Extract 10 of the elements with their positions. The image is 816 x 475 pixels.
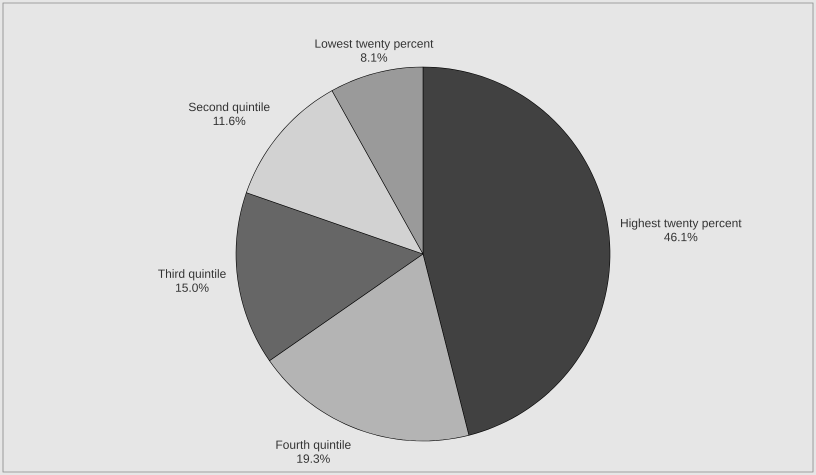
data-label: 8.1%	[360, 53, 388, 62]
slice-label: Third quintile	[158, 269, 226, 280]
data-label: 15.0%	[176, 283, 209, 292]
slice-label: Lowest twenty percent	[315, 39, 434, 50]
data-label: 46.1%	[664, 232, 698, 242]
slice-label: Fourth quintile	[276, 440, 351, 452]
data-label: 19.3%	[297, 454, 330, 463]
slice-label: Highest twenty percent	[621, 218, 742, 230]
data-label: 11.6%	[214, 116, 246, 126]
slice-label: Second quintile	[188, 102, 270, 114]
